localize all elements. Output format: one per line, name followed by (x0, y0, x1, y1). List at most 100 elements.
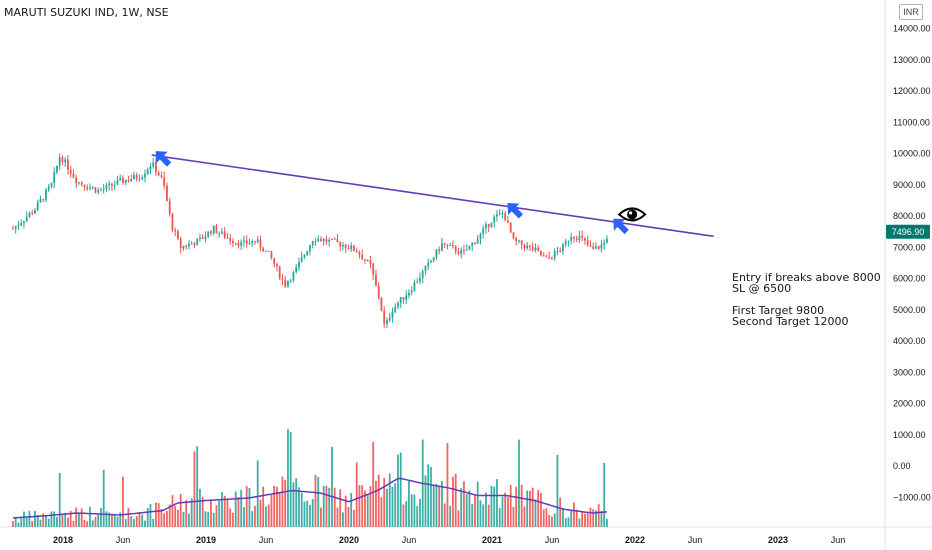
candle-body (83, 184, 86, 188)
candle-body (245, 240, 248, 244)
time-tick-label: Jun (545, 535, 560, 545)
candle-body (267, 250, 270, 252)
time-tick-label: 2023 (768, 535, 788, 545)
candle-body (309, 245, 311, 252)
volume-bar (196, 446, 199, 527)
volume-bar (504, 492, 507, 527)
volume-bar (364, 490, 366, 527)
candle-body (325, 239, 328, 242)
volume-bar (405, 501, 408, 527)
volume-bar (427, 464, 430, 527)
candle-body (201, 237, 204, 239)
time-tick-label: 2019 (196, 535, 216, 545)
volume-bar (292, 482, 295, 527)
currency-badge[interactable]: INR (899, 4, 923, 20)
candle-body (427, 262, 430, 267)
volume-bar (523, 506, 526, 527)
candle-body (369, 260, 372, 264)
volume-bar (575, 509, 578, 527)
volume-bar (36, 514, 39, 527)
volume-bar (322, 486, 325, 527)
candle-body (303, 254, 306, 258)
volume-bar (185, 500, 188, 527)
volume-bar (119, 512, 122, 527)
candle-body (416, 281, 419, 283)
candle-body (575, 238, 578, 241)
candle-body (273, 258, 276, 265)
volume-bar (531, 487, 534, 527)
time-tick-label: Jun (116, 535, 131, 545)
candle-body (358, 252, 361, 255)
candle-body (20, 223, 23, 226)
volume-bar (97, 513, 100, 527)
volume-bar (229, 508, 232, 527)
candle-body (182, 245, 185, 249)
candle-body (553, 251, 556, 259)
volume-bar (278, 492, 281, 527)
candle-body (504, 213, 507, 221)
candle-body (322, 239, 325, 242)
volume-bar (207, 511, 210, 527)
candle-body (509, 222, 512, 233)
volume-bar (600, 511, 603, 527)
note-line-3: First Target 9800 (732, 304, 825, 317)
volume-bar (146, 508, 149, 527)
time-tick-label: Jun (688, 535, 703, 545)
volume-bar (289, 432, 292, 527)
volume-bar (130, 516, 133, 527)
candle-body (119, 178, 122, 181)
candle-body (493, 216, 496, 223)
volume-bar (366, 494, 369, 527)
candle-body (394, 306, 397, 312)
candle-body (540, 250, 542, 256)
candle-body (212, 225, 215, 234)
volume-bar (34, 511, 36, 527)
volume-bar (540, 493, 542, 527)
volume-bar (50, 511, 53, 527)
candle-body (25, 216, 28, 222)
volume-moving-average (12, 477, 607, 519)
volume-bar (344, 495, 347, 527)
candle-body (529, 245, 531, 247)
candle-body (14, 226, 17, 229)
volume-bar (91, 520, 94, 527)
volume-bar (355, 462, 358, 527)
volume-bar (391, 486, 394, 527)
price-tick-label: 5000.00 (893, 305, 926, 315)
volume-bar (28, 510, 31, 527)
price-tick-label: 12000.00 (893, 86, 931, 96)
volume-bar (435, 483, 438, 527)
candle-body (482, 228, 485, 234)
volume-bar (45, 515, 47, 527)
candle-body (72, 173, 75, 178)
volume-bar (463, 481, 465, 527)
volume-bar (171, 495, 174, 527)
candle-body (289, 280, 292, 282)
candle-body (339, 242, 342, 247)
arrow-marker-icon (507, 202, 523, 219)
volume-bar (152, 519, 155, 527)
candle-body (39, 199, 42, 203)
volume-bar (446, 443, 449, 527)
volume-bar (589, 507, 592, 527)
candle-body (350, 245, 353, 250)
candle-body (487, 224, 490, 227)
candle-body (306, 251, 309, 255)
volume-bar (135, 516, 138, 527)
volume-bar (553, 513, 556, 527)
candle-body (449, 245, 452, 247)
price-tick-label: 11000.00 (893, 117, 930, 127)
candle-body (366, 260, 369, 262)
volume-bar (58, 472, 61, 527)
volume-bar (89, 506, 91, 527)
volume-bar (64, 512, 67, 527)
candle-body (562, 244, 564, 252)
candle-body (215, 225, 218, 234)
candle-body (526, 245, 529, 249)
volume-bar (61, 515, 64, 527)
candle-body (45, 189, 47, 200)
volume-bar (325, 485, 328, 527)
candle-body (438, 249, 441, 251)
volume-bar (53, 511, 56, 527)
